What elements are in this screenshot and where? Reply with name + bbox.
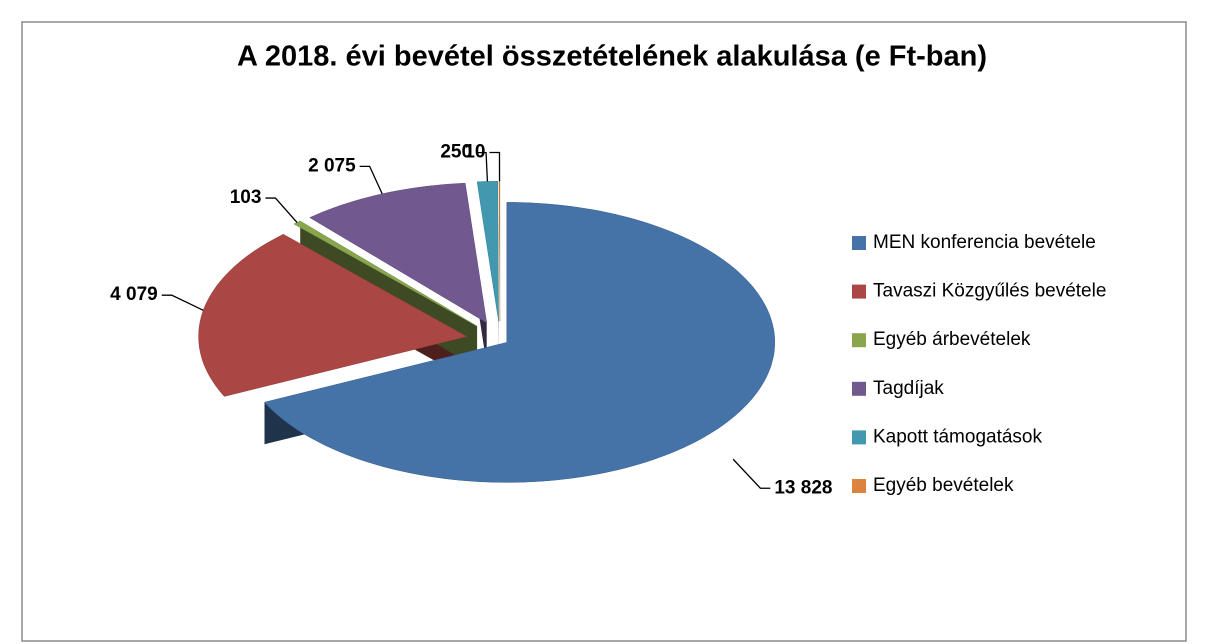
legend-swatch (852, 284, 866, 299)
legend-swatch (852, 430, 866, 445)
legend-label: MEN konferencia bevétele (873, 232, 1096, 253)
data-label: 10 (464, 142, 485, 163)
chart-title: A 2018. évi bevétel összetételének alaku… (237, 41, 987, 73)
slice (476, 181, 499, 322)
legend-swatch (852, 479, 866, 493)
leader-line (359, 165, 383, 195)
data-label: 250 (440, 142, 472, 163)
leader-line (476, 152, 489, 182)
legend-label: Tavaszi Közgyűlés bevétele (873, 281, 1106, 302)
data-label: 103 (230, 187, 262, 208)
legend-label: Egyéb bevételek (873, 475, 1014, 496)
data-label: 4 079 (110, 284, 158, 305)
legend-swatch (852, 333, 866, 348)
slice (309, 182, 488, 324)
legend-swatch (852, 381, 866, 396)
leader-line (489, 151, 501, 182)
legend-label: Tagdíjak (873, 378, 944, 399)
leader-line (732, 458, 771, 489)
leader-line (265, 197, 298, 223)
legend-label: Egyéb árbevételek (873, 329, 1031, 350)
data-label: 2 075 (308, 155, 356, 176)
slice (264, 202, 775, 483)
legend-swatch (852, 236, 866, 250)
legend-label: Kapott támogatások (873, 426, 1042, 447)
data-label: 13 828 (774, 477, 832, 498)
leader-line (161, 294, 204, 311)
